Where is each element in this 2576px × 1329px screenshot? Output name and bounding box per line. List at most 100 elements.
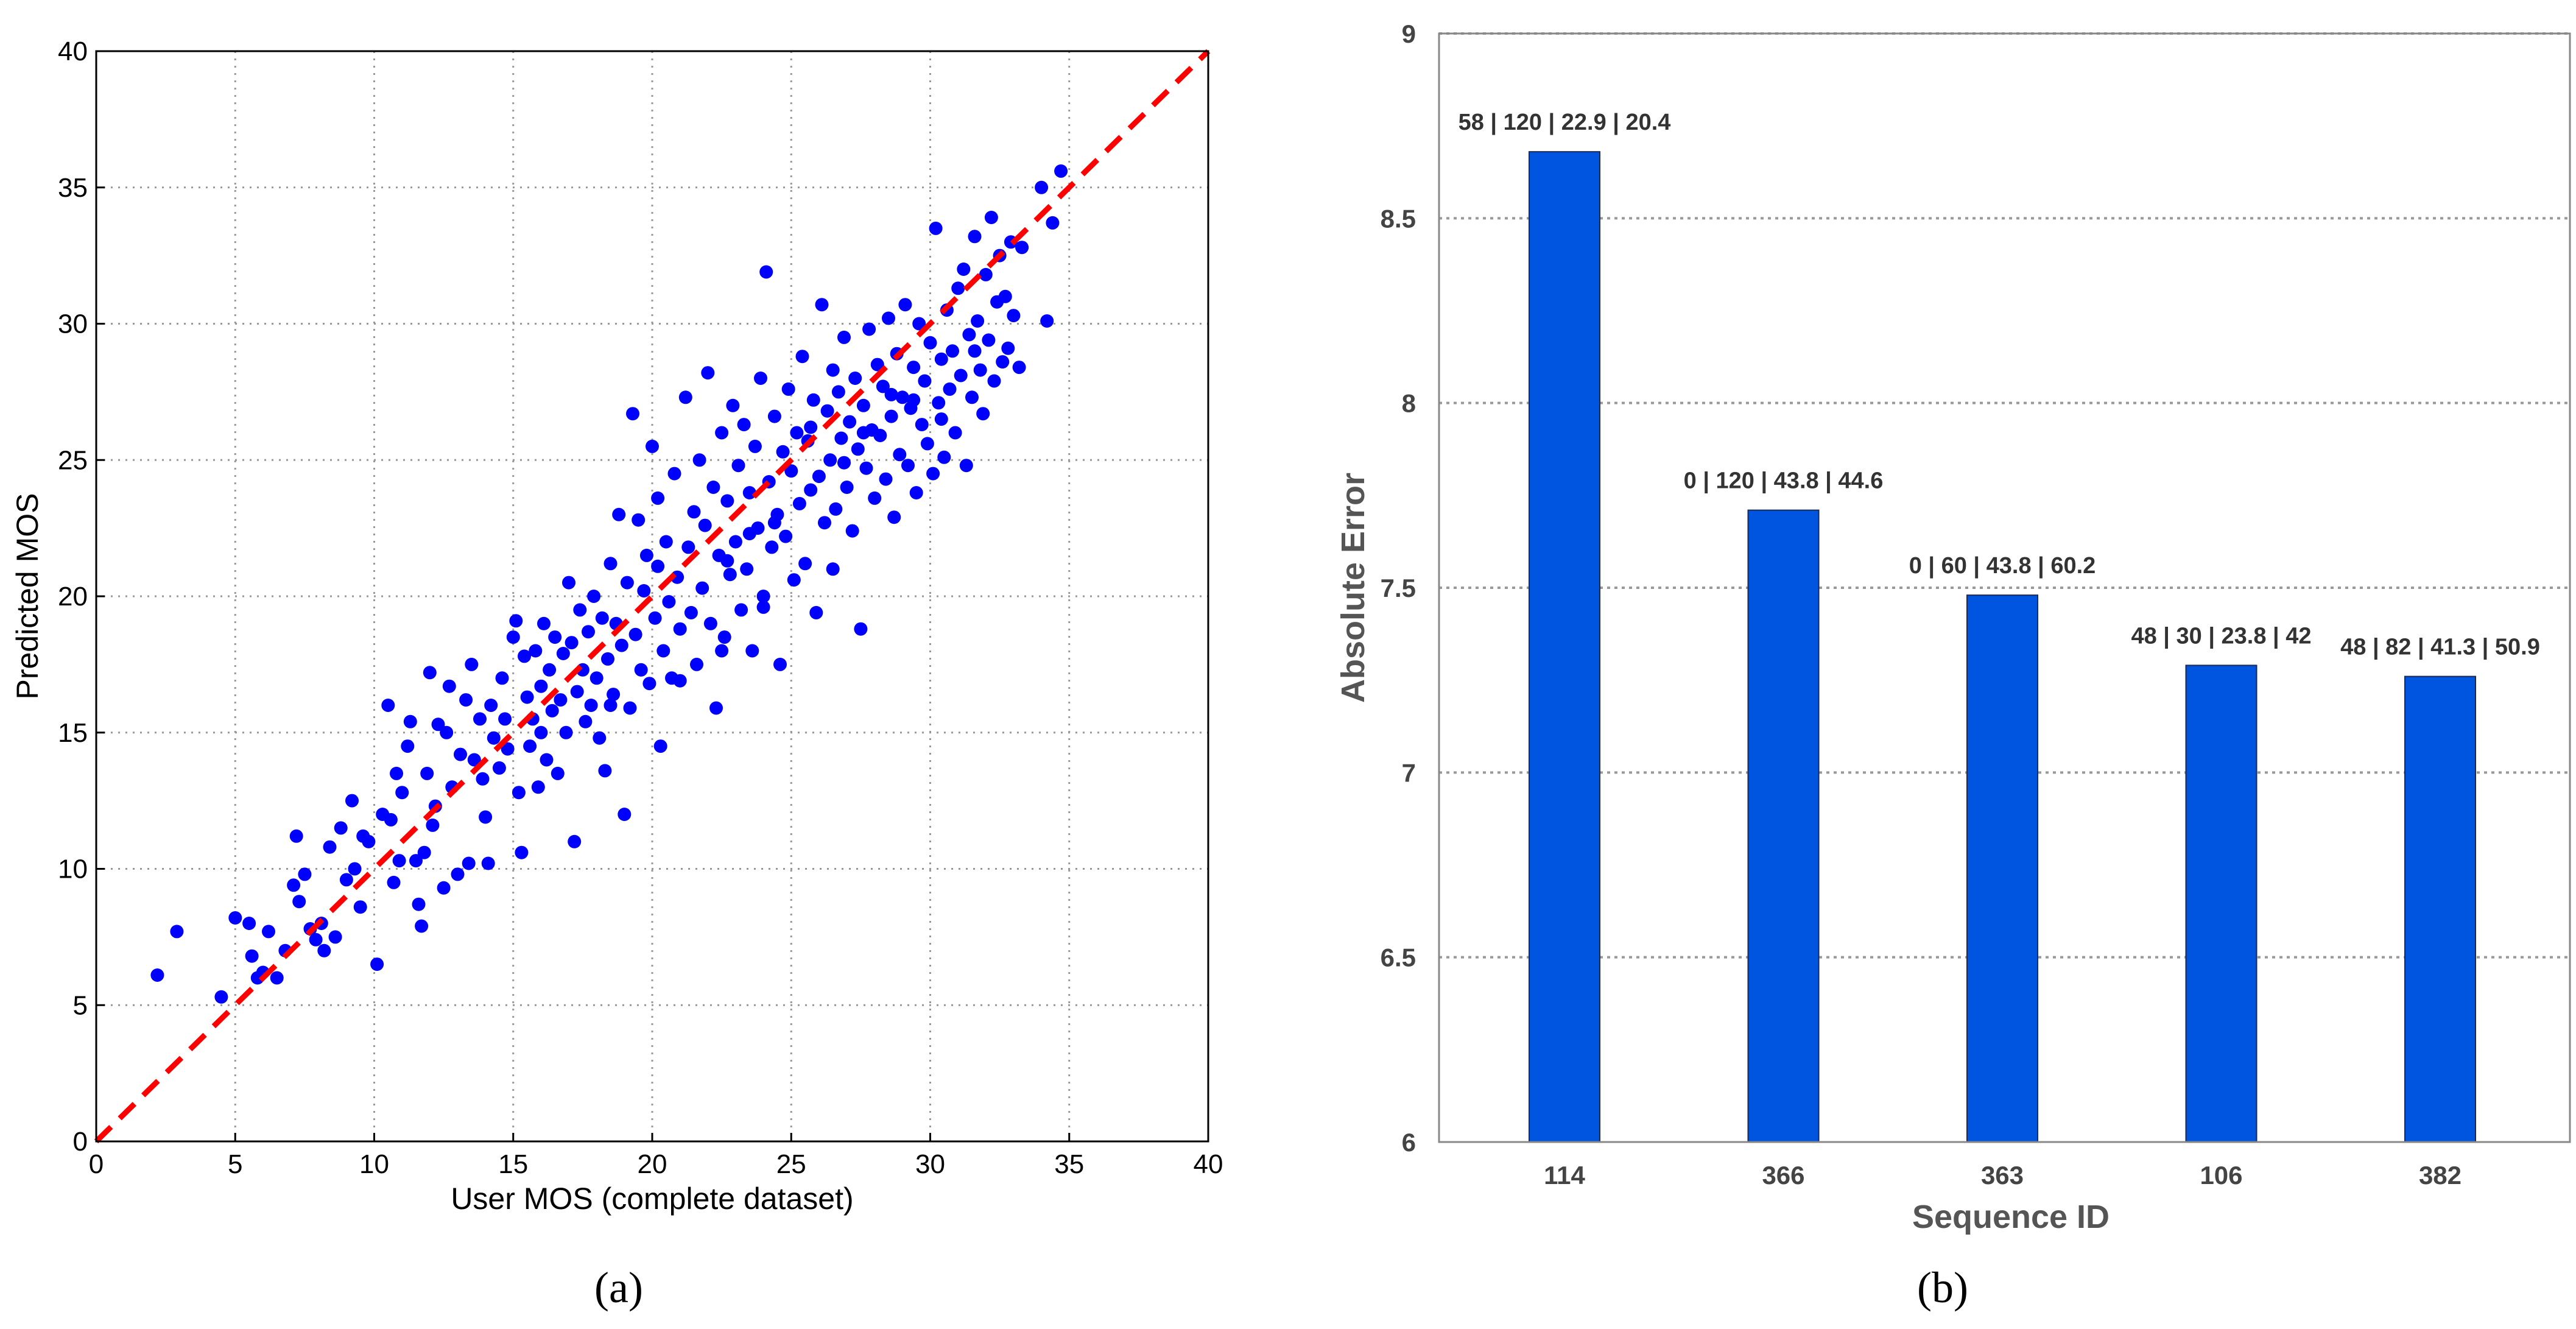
scatter-point — [937, 450, 951, 464]
scatter-point — [467, 753, 481, 767]
scatter-point — [965, 390, 979, 404]
scatter-point — [767, 409, 781, 423]
scatter-point — [287, 878, 301, 892]
scatter-point — [845, 524, 859, 538]
scatter-point — [829, 502, 843, 516]
bar-x-tick-label: 382 — [2419, 1161, 2462, 1190]
scatter-point — [873, 429, 887, 442]
scatter-point — [1046, 216, 1060, 230]
scatter-point — [742, 527, 756, 541]
scatter-y-tick-label: 40 — [58, 37, 88, 66]
scatter-point — [501, 742, 515, 756]
scatter-point — [515, 845, 529, 859]
scatter-point — [971, 314, 985, 328]
scatter-point — [1012, 361, 1026, 375]
scatter-point — [709, 701, 723, 715]
scatter-point — [748, 439, 762, 453]
scatter-gridlines — [96, 51, 1208, 1141]
scatter-point — [898, 298, 912, 312]
scatter-point — [698, 518, 712, 532]
scatter-point — [826, 562, 840, 576]
scatter-point — [848, 372, 862, 385]
scatter-point — [214, 990, 228, 1004]
scatter-y-tick-label: 20 — [58, 582, 88, 612]
scatter-point — [834, 431, 848, 445]
scatter-point — [968, 344, 982, 358]
scatter-point — [706, 481, 720, 494]
scatter-point — [915, 418, 929, 432]
scatter-point — [642, 677, 656, 691]
scatter-point — [387, 875, 401, 889]
scatter-point — [309, 932, 323, 947]
scatter-point — [1007, 309, 1021, 323]
scatter-point — [929, 221, 943, 235]
scatter-point — [607, 688, 621, 702]
scatter-point — [495, 671, 509, 685]
scatter-point — [554, 693, 568, 707]
identity-reference-line — [94, 49, 1211, 1144]
scatter-x-tick-label: 40 — [1194, 1149, 1223, 1179]
scatter-point — [681, 540, 695, 554]
scatter-y-tick-label: 25 — [58, 445, 88, 475]
scatter-point — [740, 562, 754, 576]
scatter-point — [648, 611, 662, 625]
scatter-point — [262, 925, 275, 939]
scatter-point — [776, 445, 790, 459]
scatter-point — [520, 690, 534, 704]
scatter-point — [656, 644, 670, 658]
scatter-point — [843, 415, 857, 429]
scatter-point — [509, 614, 523, 628]
scatter-point — [637, 584, 651, 598]
scatter-point — [1035, 180, 1049, 194]
bar-series — [1529, 151, 2476, 1143]
scatter-point — [512, 786, 526, 800]
bar-data-label: 48 | 30 | 23.8 | 42 — [2131, 623, 2311, 649]
scatter-point — [701, 366, 715, 380]
scatter-point — [492, 761, 506, 775]
scatter-point — [968, 230, 982, 244]
scatter-point — [589, 671, 604, 685]
scatter-point — [951, 281, 965, 295]
scatter-point — [795, 350, 809, 364]
scatter-point — [893, 448, 907, 462]
scatter-point — [601, 652, 614, 666]
scatter-point — [973, 363, 987, 377]
scatter-point — [531, 780, 545, 794]
scatter-point — [551, 766, 565, 780]
scatter-point — [1015, 241, 1029, 255]
bar-y-tick-label: 8 — [1402, 389, 1416, 418]
scatter-point — [559, 725, 573, 739]
scatter-point — [529, 644, 543, 658]
scatter-y-tick-label: 10 — [58, 855, 88, 884]
scatter-point — [345, 794, 359, 808]
bar — [2404, 675, 2476, 1143]
scatter-point — [820, 404, 834, 418]
scatter-point — [604, 557, 618, 571]
scatter-point — [862, 322, 876, 336]
scatter-point — [459, 693, 473, 707]
scatter-point — [403, 714, 417, 728]
scatter-point — [879, 472, 893, 486]
scatter-point — [962, 328, 976, 342]
scatter-point — [804, 420, 818, 434]
scatter-point — [518, 649, 531, 663]
bar-y-tick-label: 8.5 — [1381, 204, 1416, 233]
scatter-point — [690, 657, 703, 671]
scatter-point — [476, 772, 490, 786]
scatter-x-tick-label: 0 — [89, 1149, 104, 1179]
scatter-y-axis-label: Predicted MOS — [10, 493, 44, 699]
scatter-point — [756, 590, 770, 603]
scatter-point — [678, 390, 692, 404]
scatter-point — [731, 459, 745, 473]
scatter-point — [837, 456, 851, 470]
bar-annotations: 58 | 120 | 22.9 | 20.4 0 | 120 | 43.8 | 4… — [1459, 110, 2540, 660]
scatter-point — [481, 856, 495, 870]
bar — [1747, 509, 1820, 1143]
scatter-point — [614, 638, 628, 652]
scatter-point — [851, 442, 865, 456]
scatter-point — [353, 900, 367, 914]
bar — [2185, 664, 2258, 1143]
scatter-x-tick-label: 10 — [359, 1149, 389, 1179]
scatter-point — [587, 590, 601, 603]
